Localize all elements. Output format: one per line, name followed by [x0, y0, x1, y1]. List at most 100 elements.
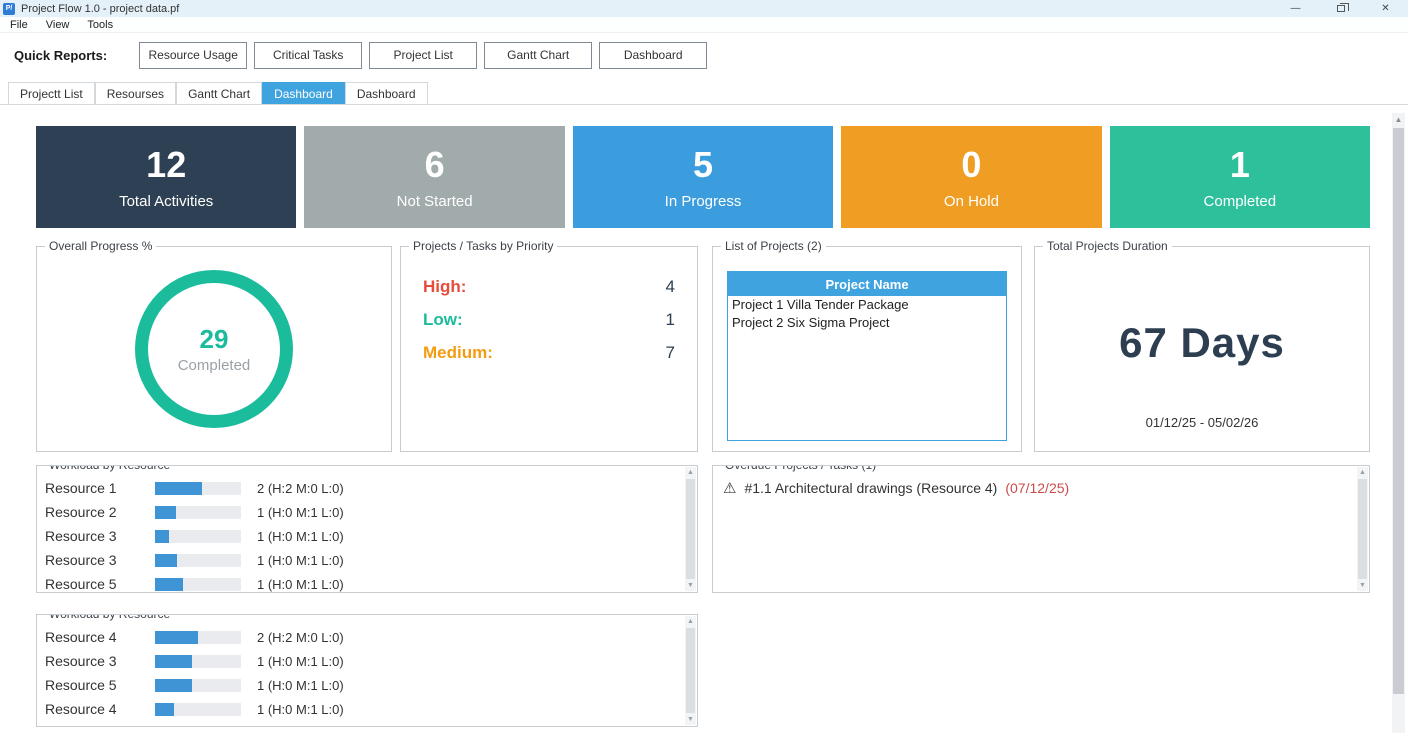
tab-project-list[interactable]: Projectt List	[8, 82, 95, 104]
overall-progress-panel: Overall Progress % 29 Completed	[36, 239, 392, 452]
resource-name: Resource 3	[45, 552, 117, 568]
card-label: Completed	[1203, 192, 1277, 210]
menu-file[interactable]: File	[10, 18, 28, 31]
resource-name: Resource 5	[45, 576, 117, 592]
workload-rows: Resource 1 2 (H:2 M:0 L:0) Resource 2 1 …	[37, 466, 697, 592]
workload-bar-track	[155, 529, 241, 543]
workload-summary: 1 (H:0 M:1 L:0)	[257, 528, 344, 544]
scroll-up-icon[interactable]: ▲	[1394, 115, 1403, 124]
restore-icon	[1336, 3, 1349, 12]
card-value: 0	[961, 143, 982, 185]
quick-reports-toolbar: Quick Reports: Resource Usage Critical T…	[0, 36, 1408, 74]
panel-title: Total Projects Duration	[1043, 239, 1172, 253]
resource-name: Resource 2	[45, 504, 117, 520]
scrollbar-thumb[interactable]	[1393, 128, 1404, 694]
card-value: 1	[1229, 143, 1250, 185]
critical-tasks-button[interactable]: Critical Tasks	[254, 41, 363, 69]
duration-date-range: 01/12/25 - 05/02/26	[1145, 415, 1259, 430]
workload-bar-fill	[155, 529, 169, 543]
title-bar: P/ Project Flow 1.0 - project data.pf — …	[0, 0, 1408, 17]
workload-summary: 1 (H:0 M:1 L:0)	[257, 677, 344, 693]
quick-reports-label: Quick Reports:	[14, 47, 108, 63]
project-list-row[interactable]: Project 2 Six Sigma Project	[732, 315, 890, 330]
workload-row: Resource 1 2 (H:2 M:0 L:0)	[37, 476, 697, 500]
menu-view[interactable]: View	[45, 18, 70, 31]
workload-bar-track	[155, 505, 241, 519]
minimize-button[interactable]: —	[1290, 3, 1301, 14]
workload2-scrollbar[interactable]: ▲ ▼	[685, 616, 696, 725]
scrollbar-thumb[interactable]	[686, 628, 695, 713]
tab-resources[interactable]: Resourses	[94, 82, 177, 104]
overdue-date: (07/12/25)	[1005, 480, 1070, 496]
priority-row-low: Low: 1	[423, 310, 675, 330]
dashboard-button[interactable]: Dashboard	[599, 41, 708, 69]
card-label: In Progress	[664, 192, 742, 210]
workload-bar-track	[155, 654, 241, 668]
progress-donut-chart: 29 Completed	[135, 270, 293, 428]
scrollbar-thumb[interactable]	[1358, 479, 1367, 579]
card-label: Total Activities	[119, 192, 214, 210]
priority-label: Medium:	[423, 343, 493, 362]
workload-summary: 2 (H:2 M:0 L:0)	[257, 629, 344, 645]
panel-title: Workload by Resource	[45, 466, 175, 472]
scroll-up-icon[interactable]: ▲	[1359, 469, 1366, 476]
workload-bar-fill	[155, 678, 192, 692]
resource-usage-button[interactable]: Resource Usage	[139, 41, 248, 69]
project-name-column-header[interactable]: Project Name	[728, 272, 1006, 296]
resource-name: Resource 5	[45, 677, 117, 693]
close-button[interactable]: ✕	[1381, 3, 1390, 14]
workload-bar-fill	[155, 654, 192, 668]
card-label: On Hold	[943, 192, 999, 210]
main-scrollbar[interactable]: ▲	[1392, 113, 1405, 733]
card-total-activities: 12 Total Activities	[36, 126, 297, 228]
resource-name: Resource 4	[45, 629, 117, 645]
panel-title: Projects / Tasks by Priority	[409, 239, 558, 253]
workload-row: Resource 2 1 (H:0 M:1 L:0)	[37, 500, 697, 524]
workload-panel-1: Workload by Resource Resource 1 2 (H:2 M…	[36, 465, 698, 593]
workload-bar-track	[155, 678, 241, 692]
panel-title: List of Projects (2)	[721, 239, 826, 253]
card-in-progress: 5 In Progress	[572, 126, 834, 228]
workload-summary: 1 (H:0 M:1 L:0)	[257, 504, 344, 520]
tab-dashboard-2[interactable]: Dashboard	[344, 82, 428, 104]
tab-dashboard-active[interactable]: Dashboard	[262, 82, 345, 104]
workload-bar-track	[155, 553, 241, 567]
workload1-scrollbar[interactable]: ▲ ▼	[685, 467, 696, 591]
scroll-up-icon[interactable]: ▲	[687, 469, 694, 476]
card-value: 12	[146, 143, 187, 185]
overdue-item[interactable]: ⚠ #1.1 Architectural drawings (Resource …	[713, 466, 1369, 496]
scroll-down-icon[interactable]: ▼	[687, 716, 694, 723]
workload-summary: 1 (H:0 M:1 L:0)	[257, 653, 344, 669]
priority-row-high: High: 4	[423, 277, 675, 297]
scrollbar-thumb[interactable]	[686, 479, 695, 579]
overdue-panel: Overdue Projects / Tasks (1) ⚠ #1.1 Arch…	[712, 465, 1370, 593]
resource-name: Resource 1	[45, 480, 117, 496]
card-label: Not Started	[396, 192, 473, 210]
scroll-up-icon[interactable]: ▲	[687, 618, 694, 625]
priority-panel: Projects / Tasks by Priority High: 4 Low…	[400, 239, 698, 452]
restore-button[interactable]	[1318, 0, 1363, 17]
menu-bar: File View Tools	[0, 17, 1408, 33]
tab-gantt-chart[interactable]: Gantt Chart	[176, 82, 263, 104]
resource-name: Resource 4	[45, 701, 117, 717]
project-list-row[interactable]: Project 1 Villa Tender Package	[732, 297, 909, 312]
menu-tools[interactable]: Tools	[87, 18, 114, 31]
scroll-down-icon[interactable]: ▼	[1359, 582, 1366, 589]
overdue-scrollbar[interactable]: ▲ ▼	[1357, 467, 1368, 591]
card-value: 5	[693, 143, 714, 185]
project-list-panel: List of Projects (2) Project Name Projec…	[712, 239, 1022, 452]
gantt-chart-button[interactable]: Gantt Chart	[484, 41, 593, 69]
workload-bar-fill	[155, 702, 174, 716]
project-list-button[interactable]: Project List	[369, 41, 478, 69]
workload-row: Resource 5 1 (H:0 M:1 L:0)	[37, 572, 697, 592]
card-completed: 1 Completed	[1109, 126, 1371, 228]
workload-bar-track	[155, 577, 241, 591]
warning-icon: ⚠	[723, 479, 737, 497]
workload-rows: Resource 4 2 (H:2 M:0 L:0) Resource 3 1 …	[37, 615, 697, 721]
scroll-down-icon[interactable]: ▼	[687, 582, 694, 589]
priority-value: 4	[665, 277, 675, 296]
workload-row: Resource 4 1 (H:0 M:1 L:0)	[37, 697, 697, 721]
resource-name: Resource 3	[45, 653, 117, 669]
progress-donut-wrap: 29 Completed	[37, 247, 391, 451]
progress-label: Completed	[177, 357, 251, 374]
